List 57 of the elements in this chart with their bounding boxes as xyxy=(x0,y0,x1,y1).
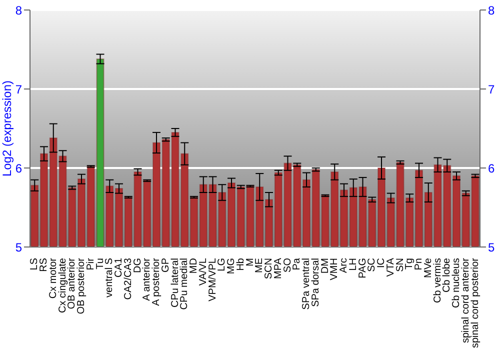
x-tick-label: CPu lateral xyxy=(170,258,181,308)
x-tick-label: ventral S xyxy=(104,258,116,298)
y-tick-label: 5 xyxy=(15,240,22,254)
x-tick-label: GP xyxy=(160,258,172,272)
x-tick-label: SCN xyxy=(264,258,275,280)
y-axis-title: Log2 (expression) xyxy=(0,80,14,177)
x-tick-label: Cb vermis xyxy=(432,258,444,304)
x-tick-label: A anterior xyxy=(142,257,153,301)
x-tick-label: DG xyxy=(132,258,144,273)
x-tick-label: Pn xyxy=(414,258,425,270)
y-tick-label: 8 xyxy=(15,3,22,18)
x-tick-label: Cb lobe xyxy=(442,258,453,292)
x-tick-label: MPA xyxy=(272,258,284,279)
x-tick-label: SPa ventral xyxy=(301,258,312,310)
y-tick-label: 7 xyxy=(15,82,22,96)
x-tick-label: Pa xyxy=(292,258,303,270)
x-tick-label: LS xyxy=(29,258,40,270)
x-tick-label: VPM/VPL xyxy=(207,258,218,302)
x-tick-label: SPa dorsal xyxy=(310,258,322,307)
x-tick-label: Tg xyxy=(404,258,416,270)
x-tick-label: Cx cingulate xyxy=(57,258,68,314)
x-tick-label: MD xyxy=(188,258,200,274)
x-tick-label: Tu xyxy=(94,258,106,270)
y-tick-label: 6 xyxy=(15,161,22,176)
x-tick-label: CA2/CA3 xyxy=(122,258,134,300)
x-tick-label: OB anterior xyxy=(66,257,78,310)
x-tick-label: Pir xyxy=(85,257,96,270)
y2-tick-label: 6 xyxy=(488,161,495,176)
x-tick-label: VMH xyxy=(329,258,340,280)
x-tick-label: Arc xyxy=(338,258,350,273)
x-tick-label: ME xyxy=(254,258,266,273)
x-tick-label: MG xyxy=(226,258,238,274)
x-tick-label: RS xyxy=(38,258,50,272)
x-tick-label: IC xyxy=(376,258,388,268)
x-tick-label: LH xyxy=(348,258,359,271)
y2-tick-label: 8 xyxy=(488,3,495,18)
x-tick-label: Hb xyxy=(235,258,246,271)
x-tick-label: LG xyxy=(216,258,228,272)
x-tick-label: PAG xyxy=(357,258,368,278)
x-tick-label: SO xyxy=(282,258,294,272)
x-tick-label: Cx motor xyxy=(48,257,59,299)
y2-tick-label: 5 xyxy=(488,240,495,254)
x-tick-label: M xyxy=(244,258,256,266)
x-tick-label: MVe xyxy=(422,258,434,278)
x-tick-label: spinal cord anterior xyxy=(460,257,472,344)
y2-tick-label: 7 xyxy=(488,82,495,96)
x-tick-label: VA/VL xyxy=(198,258,209,286)
x-tick-label: Cb nucleus xyxy=(451,258,462,308)
x-tick-label: SN xyxy=(394,258,406,272)
x-tick-label: spinal cord posterior xyxy=(470,257,481,348)
x-tick-label: OB posterior xyxy=(76,257,88,314)
x-tick-label: DM xyxy=(320,258,331,274)
x-tick-label: CA1 xyxy=(114,258,125,278)
x-tick-label: CPu medial xyxy=(179,258,190,310)
x-tick-label: VTA xyxy=(385,258,396,277)
x-tick-label: SC xyxy=(366,258,378,272)
x-tick-label: A posterior xyxy=(151,257,162,306)
